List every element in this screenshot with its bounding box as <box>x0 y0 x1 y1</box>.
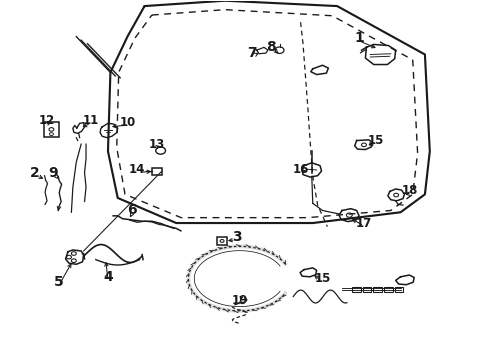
Text: 17: 17 <box>355 216 371 230</box>
Text: 15: 15 <box>314 272 330 285</box>
Text: 4: 4 <box>103 270 113 284</box>
Text: 10: 10 <box>119 116 135 129</box>
Text: 8: 8 <box>266 40 276 54</box>
Text: 6: 6 <box>127 203 137 217</box>
Text: 14: 14 <box>129 163 145 176</box>
Text: 3: 3 <box>232 230 242 244</box>
Text: 15: 15 <box>367 134 384 147</box>
Text: 7: 7 <box>246 46 256 60</box>
Text: 18: 18 <box>401 184 418 197</box>
Text: 2: 2 <box>30 166 40 180</box>
Text: 9: 9 <box>48 166 58 180</box>
Text: 16: 16 <box>292 163 308 176</box>
Text: 13: 13 <box>148 138 164 150</box>
Text: 19: 19 <box>231 294 247 307</box>
Text: 1: 1 <box>353 31 363 45</box>
Text: 5: 5 <box>54 275 64 289</box>
Text: 11: 11 <box>82 114 99 127</box>
Text: 12: 12 <box>39 114 55 127</box>
